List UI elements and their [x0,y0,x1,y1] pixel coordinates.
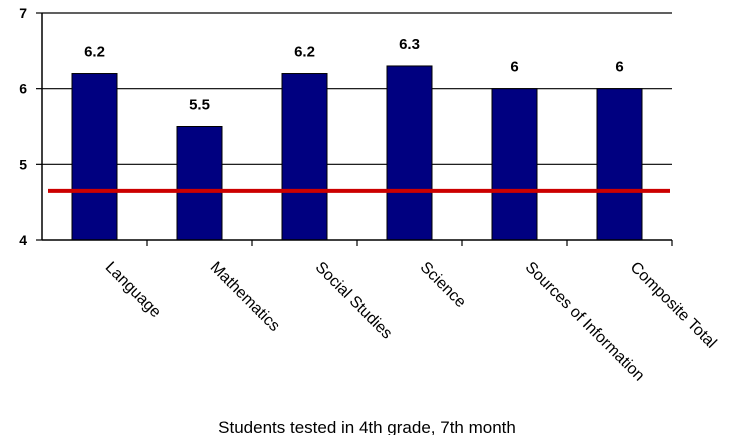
y-tick-label-4: 4 [19,232,27,248]
axes [41,13,672,241]
data-label-4: 6 [510,59,518,76]
x-ticks [146,240,673,246]
gridlines [42,12,672,165]
bar-5 [596,88,643,241]
y-tick-label-5: 5 [19,156,27,172]
bars [71,65,643,241]
bar-2 [281,73,328,241]
data-labels: 6.2 5.5 6.2 6.3 6 6 [84,36,624,114]
data-label-1: 5.5 [189,97,210,114]
data-label-0: 6.2 [84,44,105,61]
category-label-5: Composite Total [627,259,720,352]
category-label-4: Sources of Information [522,259,648,385]
data-label-5: 6 [615,59,623,76]
category-label-0: Language [102,259,164,321]
category-label-3: Science [417,259,469,311]
category-label-2: Social Studies [312,259,396,343]
y-tick-label-6: 6 [19,81,27,97]
category-labels: Language Mathematics Social Studies Science… [102,259,720,385]
category-label-1: Mathematics [207,259,283,335]
data-label-2: 6.2 [294,44,315,61]
bar-3 [386,65,433,241]
bar-1 [176,126,223,241]
y-tick-labels: 4 5 6 7 [19,5,42,248]
bar-4 [491,88,538,241]
bar-0 [71,73,118,241]
x-axis-title: Students tested in 4th grade, 7th month [218,418,516,435]
data-label-3: 6.3 [399,36,420,53]
y-tick-label-7: 7 [19,5,27,21]
